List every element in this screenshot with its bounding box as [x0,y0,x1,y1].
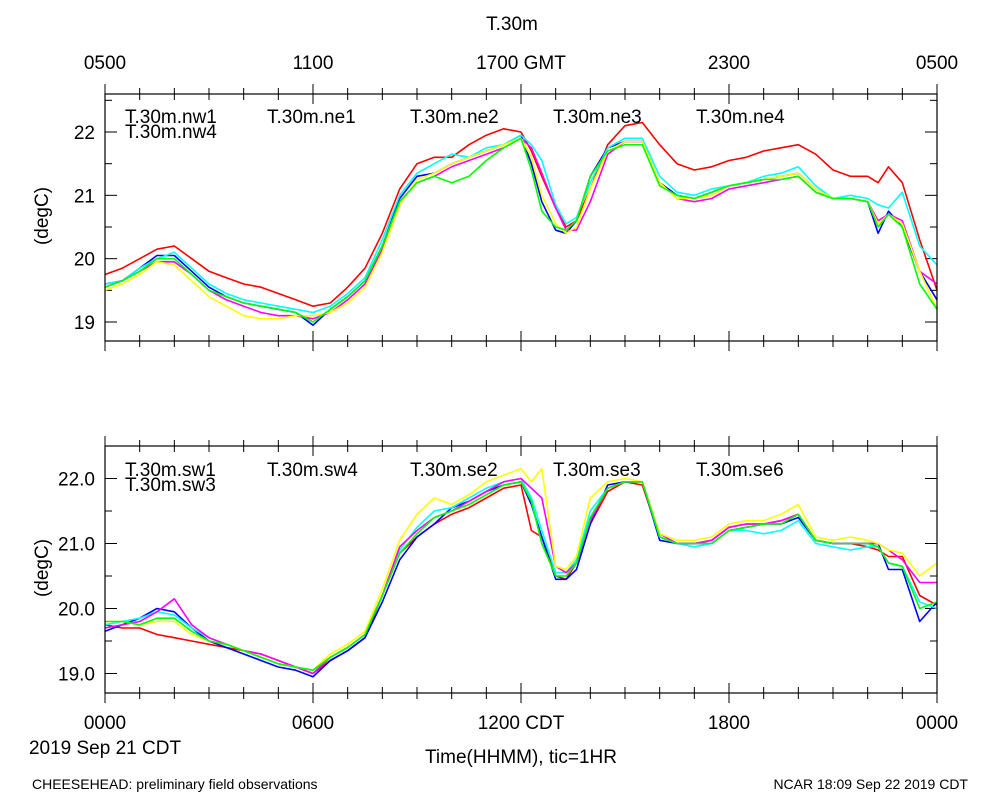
legend-ne1: T.30m.ne1 [267,107,356,128]
top-legend: T.30m.nw1 T.30m.nw4 T.30m.ne1 T.30m.ne2 … [125,107,785,143]
series-line-T-30m-ne1 [104,134,938,327]
legend-ne4: T.30m.ne4 [696,107,785,128]
date-label: 2019 Sep 21 CDT [29,738,181,759]
legend-sw4: T.30m.sw4 [267,460,358,481]
series-line-T-30m-se2 [104,477,938,672]
series-line-T-30m-nw1 [104,121,938,308]
bottom-xtick-label: 0000 [916,713,958,734]
bottom-xtick-label: 0000 [84,713,126,734]
bottom-series-lines [104,467,938,678]
bottom-legend: T.30m.sw1 T.30m.sw3 T.30m.sw4 T.30m.se2 … [125,460,784,496]
top-axis-label: 0500 [916,53,958,74]
series-line-T-30m-nw4 [104,137,938,323]
top-axis-label: 2300 [708,53,750,74]
bottom-xtick-label: 0600 [292,713,334,734]
series-line-T-30m-se6 [105,467,938,672]
series-line-T-30m-ne4 [104,137,938,320]
legend-nw1: T.30m.nw1 [125,107,217,128]
top-ytick-label: 22 [74,123,95,144]
legend-se3: T.30m.se3 [553,460,641,481]
top-series-lines [104,121,938,327]
top-axis-labels: 0500 1100 1700 GMT 2300 0500 [84,53,958,74]
bottom-chart-ylabel: (degC) [32,539,53,597]
legend-ne2: T.30m.ne2 [410,107,499,128]
top-axis-label: 1100 [293,53,334,74]
top-plot-frame [104,93,938,342]
bottom-ytick-label: 21.0 [58,535,95,556]
bottom-ytick-label: 22.0 [58,470,95,491]
top-ytick-label: 20 [74,250,95,271]
series-line-T-30m-se3 [104,477,937,675]
bottom-chart-xlabel: Time(HHMM), tic=1HR [425,747,617,768]
top-ytick-labels: 19 20 21 22 [74,123,95,334]
series-line-T-30m-sw3 [105,480,938,672]
legend-ne3: T.30m.ne3 [553,107,642,128]
top-ytick-label: 21 [74,186,95,207]
bottom-ytick-labels: 19.0 20.0 21.0 22.0 [58,470,95,686]
bottom-xtick-labels: 0000 0600 1200 CDT 1800 0000 [84,713,958,734]
bottom-ytick-label: 20.0 [58,600,95,621]
bottom-xtick-label: 1800 [708,713,750,734]
top-tick-marks [104,84,938,351]
top-axis-label: 0500 [84,53,126,74]
footer-right: NCAR 18:09 Sep 22 2019 CDT [773,776,968,792]
series-line-T-30m-ne2 [104,134,938,314]
legend-sw1: T.30m.sw1 [125,460,216,481]
footer-left: CHEESEHEAD: preliminary field observatio… [32,776,318,792]
top-chart: T.30m 0500 1100 1700 GMT 2300 0500 (degC) 19… [32,14,958,351]
legend-se2: T.30m.se2 [410,460,498,481]
bottom-tick-marks [104,436,938,703]
bottom-plot-frame [104,445,938,694]
bottom-ytick-label: 19.0 [58,665,95,686]
series-line-T-30m-ne3 [104,137,938,320]
legend-se6: T.30m.se6 [696,460,784,481]
top-axis-label: 1700 GMT [476,53,566,74]
legend-nw4: T.30m.nw4 [125,122,217,143]
top-chart-title: T.30m [486,14,538,35]
top-ytick-label: 19 [74,313,95,334]
bottom-xtick-label: 1200 CDT [478,713,565,734]
bottom-chart: (degC) 19.0 20.0 21.0 22.0 T.30m.sw1 T.30m.… [29,436,958,768]
top-chart-ylabel: (degC) [32,187,53,245]
legend-sw3: T.30m.sw3 [125,475,216,496]
